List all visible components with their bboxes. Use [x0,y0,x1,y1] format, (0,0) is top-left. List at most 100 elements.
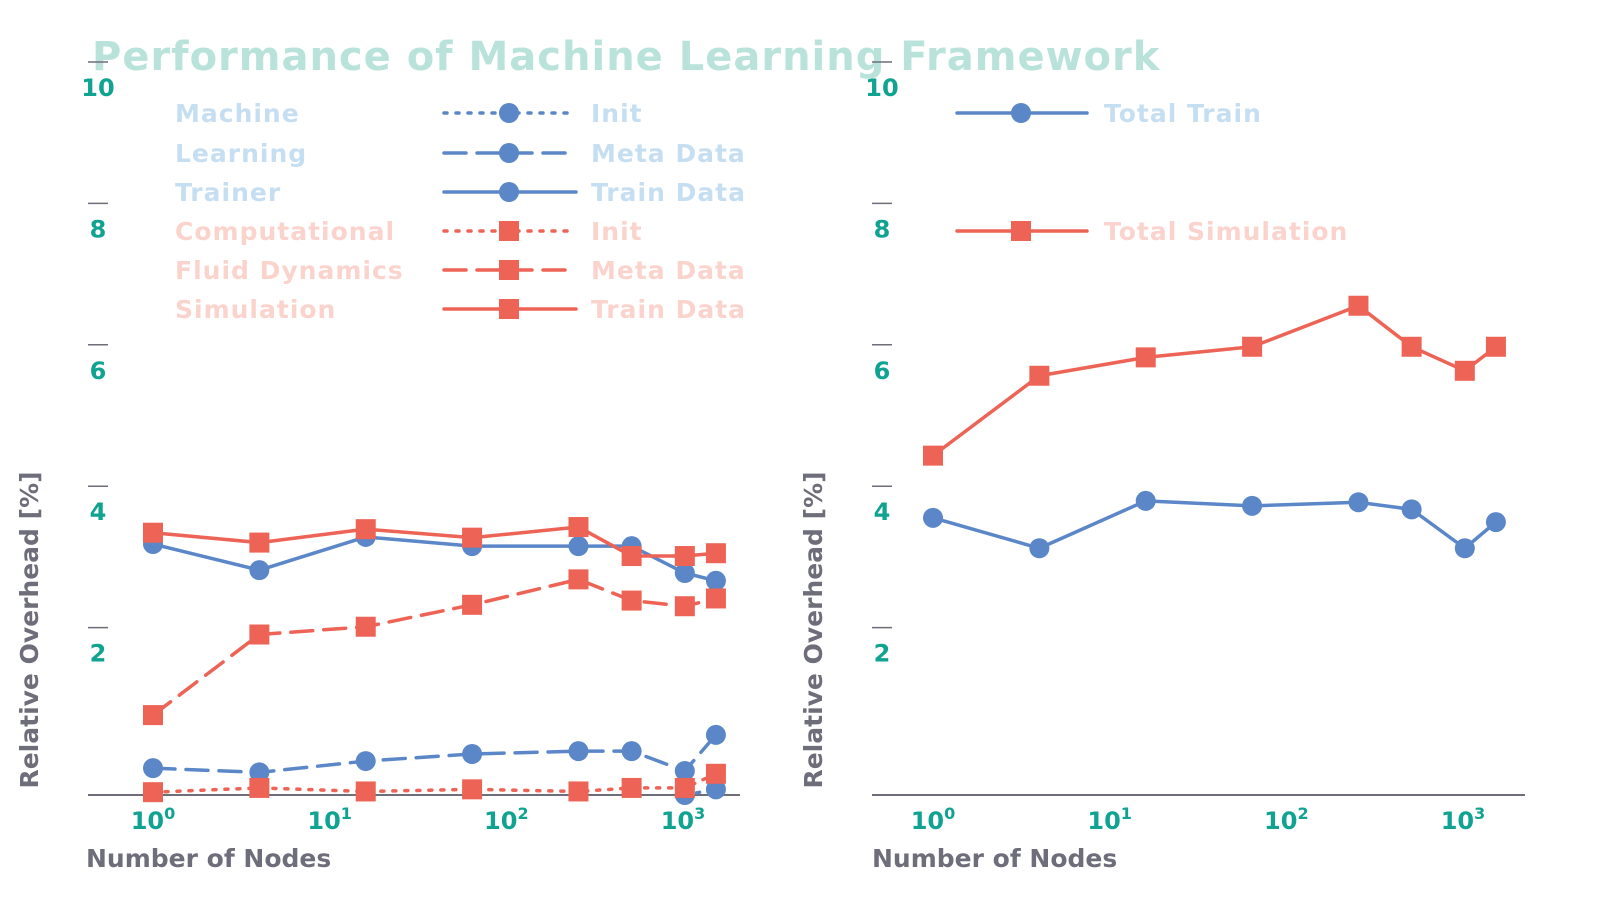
data-point [621,741,642,762]
x-tick-label: 103 [1441,804,1486,835]
data-point [1401,499,1422,520]
x-tick-base: 10 [484,807,517,835]
data-point [1348,492,1369,513]
data-point [462,743,483,764]
x-tick-label: 103 [661,804,706,835]
legend-group-label: Fluid Dynamics [175,256,404,285]
data-point [1135,490,1156,511]
x-tick-base: 10 [131,807,164,835]
x-tick-label: 101 [307,804,352,835]
x-tick-label: 100 [911,804,956,835]
legend-marker [499,143,519,163]
x-axis-label: Number of Nodes [872,844,1117,873]
series-blue-solid [923,490,1506,559]
data-point [568,536,589,557]
legend-marker [1011,103,1031,123]
data-point [143,758,163,779]
x-tick-exponent: 3 [1474,804,1485,823]
legend-group-label: Computational [175,217,395,246]
legend-marker [499,299,519,319]
y-tick-label: 8 [90,215,107,243]
data-point [355,616,376,637]
series-line [151,772,718,794]
x-tick-exponent: 0 [944,804,955,823]
data-point [249,624,270,645]
legend-group-label: Trainer [175,178,281,207]
data-point [1348,295,1369,316]
x-tick-label: 102 [1264,804,1309,835]
series-blue-dashed [143,724,726,783]
data-point [705,570,726,591]
x-tick-label: 100 [131,804,176,835]
y-tick-label: 10 [865,74,898,102]
data-point [674,596,695,617]
x-tick-label: 101 [1087,804,1132,835]
y-tick-label: 10 [81,74,114,102]
data-point [1135,347,1156,368]
legend-marker [499,103,519,123]
data-point [1485,336,1506,357]
legend-marker [1011,221,1031,241]
y-tick-label: 4 [874,498,891,526]
data-point [705,724,726,745]
series-red-solid [923,295,1506,466]
data-point [462,527,483,548]
y-tick-label: 6 [90,357,107,385]
legend-entry-label: Total Simulation [1104,217,1348,246]
data-point [923,507,943,528]
x-tick-exponent: 1 [1121,804,1132,823]
data-point [621,590,642,611]
x-tick-base: 10 [661,807,694,835]
series-red-dotted [143,763,726,803]
data-point [249,532,270,553]
legend-entry-label: Init [591,99,643,128]
data-point [568,569,589,590]
x-tick-base: 10 [1087,807,1120,835]
series-line [931,499,1498,551]
x-tick-label: 102 [484,804,529,835]
data-point [621,777,642,798]
data-point [462,594,483,615]
x-tick-exponent: 2 [517,804,528,823]
data-point [1454,538,1475,559]
data-point [249,560,270,581]
series-red-dashed [143,569,726,726]
legend-entry-label: Train Data [591,178,746,207]
legend-group-label: Machine [175,99,300,128]
data-point [355,519,376,540]
data-point [568,741,589,762]
data-point [1242,495,1263,516]
data-point [705,543,726,564]
series-red-solid [143,517,726,567]
data-point [355,751,376,772]
x-tick-exponent: 1 [341,804,352,823]
y-tick-label: 4 [90,498,107,526]
data-point [568,517,589,538]
data-point [143,522,163,543]
legend: Total Train Total Simulation [955,99,1348,246]
data-point [1029,365,1050,386]
data-point [1242,336,1263,357]
data-point [674,777,695,798]
data-point [568,781,589,802]
data-point [249,762,270,783]
legend-marker [499,260,519,280]
data-point [674,563,695,584]
x-tick-exponent: 3 [694,804,705,823]
y-tick-label: 8 [874,215,891,243]
data-point [249,777,270,798]
data-point [705,588,726,609]
legend-entry-label: Total Train [1104,99,1262,128]
x-axis-label: Number of Nodes [86,844,331,873]
legend: Machine Learning Trainer Computational Fluid… [175,99,746,324]
legend-entry-label: Meta Data [591,256,746,285]
legend-entry-label: Meta Data [591,139,746,168]
data-point [705,779,726,800]
data-point [621,546,642,567]
data-point [674,546,695,567]
y-tick-label: 2 [874,640,891,668]
data-point [674,760,695,781]
